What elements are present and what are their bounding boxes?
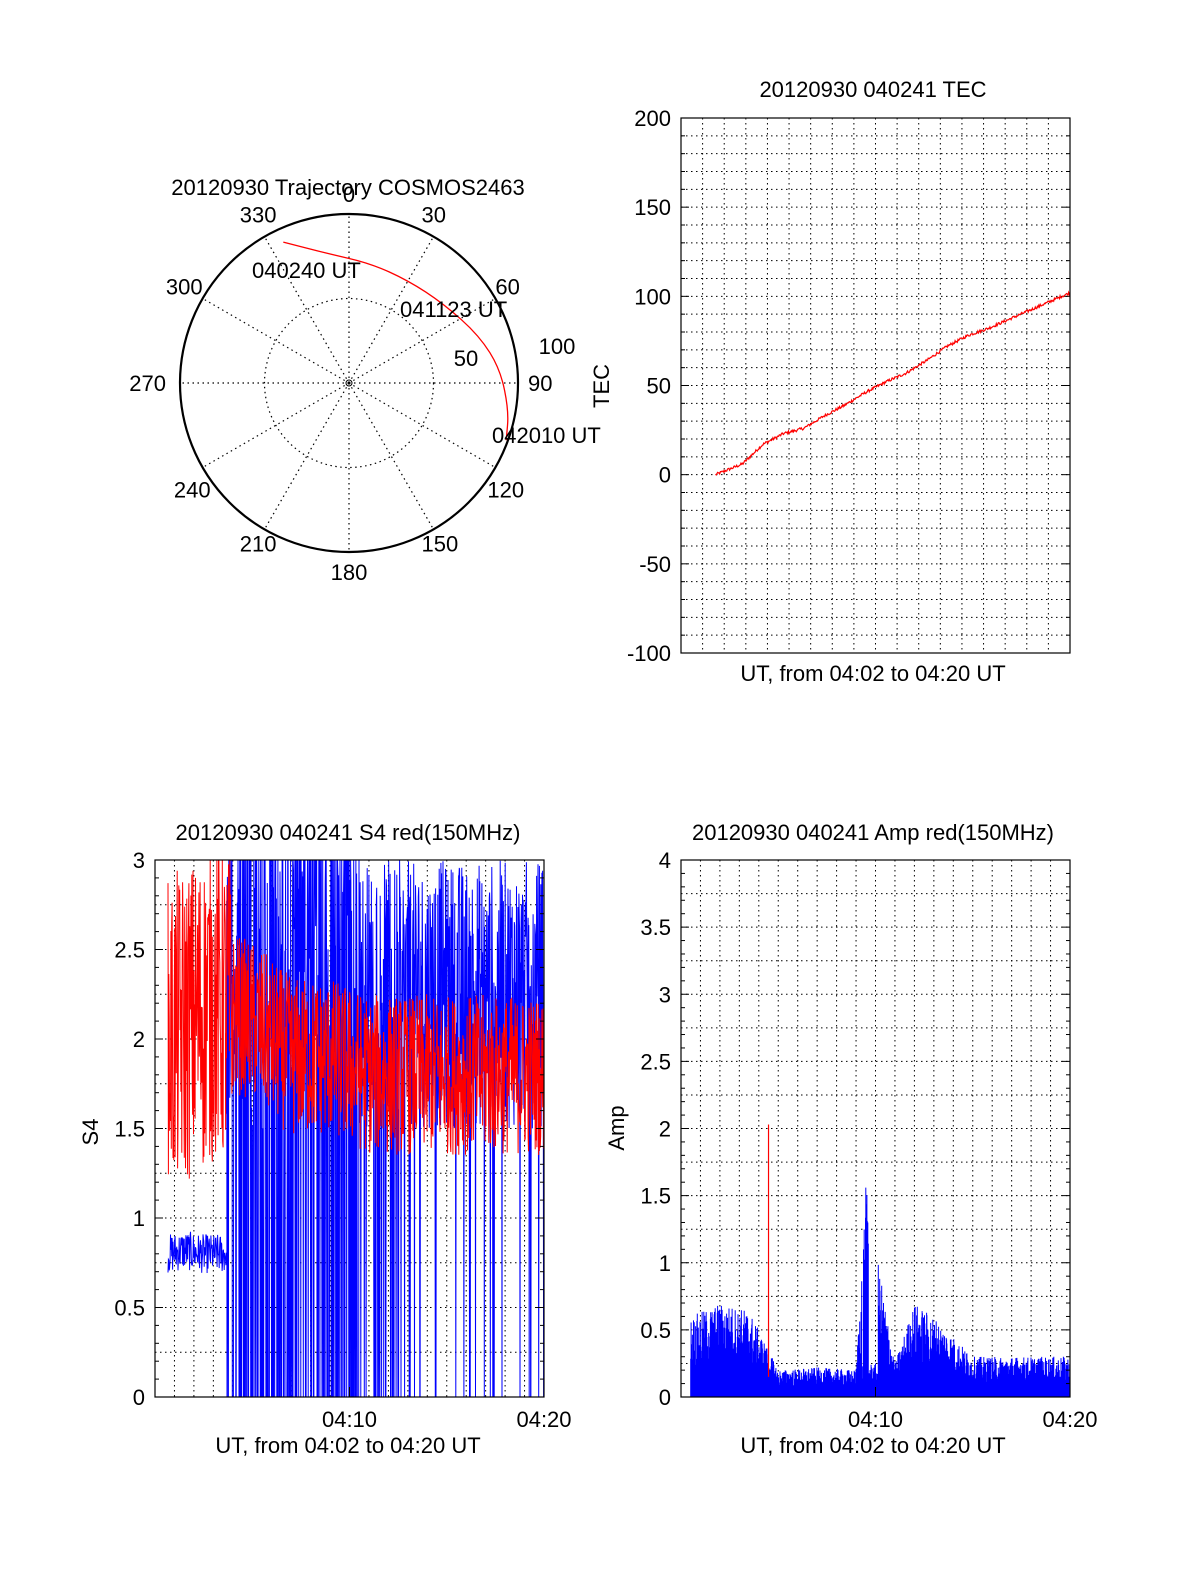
s4-x-ticks: 04:10 04:20 xyxy=(322,1387,572,1432)
s4-x-label: UT, from 04:02 to 04:20 UT xyxy=(215,1433,480,1458)
amp-x-label: UT, from 04:02 to 04:20 UT xyxy=(740,1433,1005,1458)
amp-x-tick-label: 04:10 xyxy=(848,1407,903,1432)
polar-angle-label: 60 xyxy=(495,275,519,300)
polar-radial-ring xyxy=(263,297,435,469)
s4-y-tick-label: 1.5 xyxy=(114,1117,145,1142)
s4-blue-early xyxy=(167,1231,227,1274)
amp-y-tick-label: 0 xyxy=(659,1385,671,1410)
tec-y-tick-label: 200 xyxy=(634,106,671,131)
tec-grid xyxy=(681,118,1070,653)
polar-angle-label: 90 xyxy=(528,371,552,396)
amp-y-tick-label: 2.5 xyxy=(640,1049,671,1074)
amp-series xyxy=(690,1124,1071,1397)
amp-x-ticks: 04:10 04:20 xyxy=(848,1387,1098,1432)
polar-center xyxy=(345,379,353,387)
trajectory-end-label: 042010 UT xyxy=(492,423,601,448)
tec-y-tick-label: -100 xyxy=(627,641,671,666)
s4-y-label: S4 xyxy=(78,1119,103,1146)
polar-title: 20120930 Trajectory COSMOS2463 xyxy=(171,175,524,200)
amp-y-tick-label: 3.5 xyxy=(640,915,671,940)
s4-y-tick-label: 3 xyxy=(133,848,145,873)
polar-panel: 20120930 Trajectory COSMOS2463 0 30 60 90 12… xyxy=(129,175,601,585)
tec-plot-frame xyxy=(680,117,1071,654)
polar-spoke xyxy=(348,297,496,384)
amp-grid xyxy=(681,860,1070,1397)
tec-y-tick-label: -50 xyxy=(639,552,671,577)
s4-y-tick-label: 2 xyxy=(133,1027,145,1052)
polar-trajectory xyxy=(283,241,509,441)
tec-x-label: UT, from 04:02 to 04:20 UT xyxy=(740,661,1005,686)
s4-y-tick-label: 2.5 xyxy=(114,938,145,963)
polar-spoke xyxy=(263,382,350,530)
polar-outer-circle xyxy=(178,212,520,554)
polar-spoke xyxy=(263,236,350,384)
trajectory-start-label: 040240 UT xyxy=(252,258,361,283)
s4-y-ticks: 0 0.5 1 1.5 2 2.5 3 xyxy=(114,848,544,1410)
polar-angle-label: 30 xyxy=(422,203,446,228)
tec-line xyxy=(715,290,1071,476)
trajectory-line xyxy=(283,241,509,441)
s4-title: 20120930 040241 S4 red(150MHz) xyxy=(176,820,521,845)
amp-x-tick-label: 04:20 xyxy=(1042,1407,1097,1432)
s4-x-tick-label: 04:20 xyxy=(516,1407,571,1432)
tec-y-label: TEC xyxy=(589,364,614,408)
tec-y-tick-label: 50 xyxy=(647,374,671,399)
s4-red-line xyxy=(167,859,545,1179)
polar-angle-label: 240 xyxy=(174,478,211,503)
polar-angle-labels: 0 30 60 90 120 150 180 210 240 270 300 330 xyxy=(129,182,552,585)
amp-title: 20120930 040241 Amp red(150MHz) xyxy=(692,820,1054,845)
tec-series xyxy=(715,290,1071,476)
amp-y-tick-label: 4 xyxy=(659,848,671,873)
polar-angle-label: 150 xyxy=(422,531,459,556)
polar-radial-label: 100 xyxy=(539,334,576,359)
amp-y-tick-label: 1 xyxy=(659,1251,671,1276)
s4-y-tick-label: 1 xyxy=(133,1206,145,1231)
amp-y-tick-label: 2 xyxy=(659,1117,671,1142)
s4-x-tick-label: 04:10 xyxy=(322,1407,377,1432)
amp-y-ticks: 0 0.5 1 1.5 2 2.5 3 3.5 4 xyxy=(640,848,1070,1410)
polar-angle-label: 180 xyxy=(331,560,368,585)
tec-y-tick-label: 150 xyxy=(634,195,671,220)
tec-title: 20120930 040241 TEC xyxy=(759,77,986,102)
polar-angle-label: 270 xyxy=(129,371,166,396)
amp-y-label: Amp xyxy=(604,1105,629,1150)
s4-series xyxy=(167,859,545,1398)
amp-blue-series xyxy=(690,1187,1071,1397)
amp-y-tick-label: 0.5 xyxy=(640,1318,671,1343)
trajectory-mid-label: 041123 UT xyxy=(400,297,507,322)
polar-angle-label: 120 xyxy=(487,478,524,503)
polar-angle-label: 210 xyxy=(240,531,277,556)
s4-panel: 20120930 040241 S4 red(150MHz) 0 0.5 1 1.5 2… xyxy=(78,820,572,1458)
polar-spoke xyxy=(348,382,435,530)
polar-spoke xyxy=(348,382,496,469)
amp-y-tick-label: 3 xyxy=(659,982,671,1007)
polar-angle-label: 330 xyxy=(240,203,277,228)
tec-y-tick-label: 100 xyxy=(634,284,671,309)
polar-angle-label: 0 xyxy=(343,182,355,207)
polar-radial-label: 50 xyxy=(454,346,478,371)
polar-spoke xyxy=(202,382,350,469)
tec-panel: 20120930 040241 TEC -100-50050100150200 … xyxy=(589,77,1071,686)
amp-panel: 20120930 040241 Amp red(150MHz) 0 0.5 1 1.5… xyxy=(604,820,1098,1458)
tec-y-tick-label: 0 xyxy=(659,463,671,488)
polar-spoke xyxy=(202,297,350,384)
polar-grid xyxy=(178,212,520,554)
polar-angle-label: 300 xyxy=(166,275,203,300)
tec-y-ticks: -100 -50 0 50 100 150 200 xyxy=(627,106,1070,666)
s4-y-tick-label: 0.5 xyxy=(114,1296,145,1321)
amp-y-tick-label: 1.5 xyxy=(640,1184,671,1209)
s4-y-tick-label: 0 xyxy=(133,1385,145,1410)
polar-radial-labels: 50 100 xyxy=(454,334,576,371)
polar-spoke xyxy=(348,236,435,384)
